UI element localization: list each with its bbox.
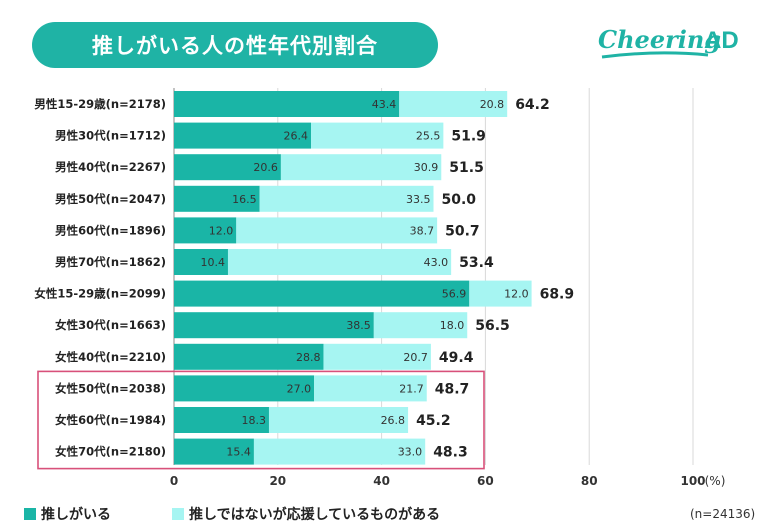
x-tick-label: 100 [680,474,705,488]
bar-series1 [174,438,254,465]
category-label: 女性50代(n=2038) [55,381,166,395]
x-tick-label: 40 [373,474,390,488]
brand-logo-suffix: AD [704,27,739,54]
category-label: 男性30代(n=1712) [55,129,166,143]
category-label: 男性70代(n=1862) [55,255,166,269]
bar-series2 [311,122,444,149]
total-label: 48.3 [433,445,468,461]
x-tick-label: 60 [477,474,494,488]
total-label: 53.4 [459,255,494,271]
brand-logo-swoosh [601,51,709,59]
bar-series1 [174,122,312,149]
data-label-series1: 27.0 [287,382,312,395]
data-label-series2: 12.0 [504,288,529,301]
data-label-series2: 18.0 [440,319,465,332]
bar-series2 [253,438,426,465]
data-label-series2: 26.8 [381,414,406,427]
x-tick-label: 0 [170,474,178,488]
bar-series2 [373,312,468,339]
data-label-series2: 33.5 [406,193,431,206]
legend-label-series2: 推しではないが応援しているものがある [189,507,441,523]
bar-series1 [174,249,228,275]
data-label-series1: 16.5 [232,193,257,206]
data-label-series1: 12.0 [209,224,234,237]
data-label-series2: 21.7 [399,382,424,395]
data-label-series2: 33.0 [398,446,423,459]
bar-series1 [174,280,470,307]
bar-series2 [314,375,427,402]
x-unit-label: (%) [705,474,726,488]
data-label-series2: 25.5 [416,130,441,143]
total-label: 49.4 [439,350,474,366]
data-label-series1: 38.5 [346,319,371,332]
bar-series1 [174,185,260,212]
bar-series2 [268,407,409,433]
bar-series1 [174,312,374,339]
data-label-series1: 15.4 [226,446,251,459]
bar-series1 [174,407,269,433]
category-label: 女性30代(n=1663) [55,318,166,332]
data-label-series1: 18.3 [241,414,266,427]
category-label: 女性70代(n=2180) [55,445,166,459]
x-tick-label: 20 [269,474,286,488]
data-label-series1: 43.4 [372,98,397,111]
data-label-series1: 26.4 [284,130,309,143]
highlight-box [37,370,485,470]
bar-series2 [399,91,508,117]
category-label: 女性15-29歳(n=2099) [34,287,166,301]
bar-series2 [259,185,434,212]
data-label-series2: 20.7 [403,351,428,364]
legend-label-series1: 推しがいる [41,507,111,523]
category-label: 女性60代(n=1984) [55,413,166,427]
total-label: 51.5 [449,160,484,176]
bar-series1 [174,154,281,181]
legend-swatch-series2 [172,508,184,520]
category-label: 男性15-29歳(n=2178) [34,97,166,111]
bar-series1 [174,217,237,244]
bar-series1 [174,91,400,117]
x-tick-label: 80 [581,474,598,488]
total-label: 64.2 [515,97,550,113]
bar-series2 [280,154,442,181]
category-label: 男性60代(n=1896) [55,223,166,237]
chart-title: 推しがいる人の性年代別割合 [32,22,438,68]
legend-item-series2: 推しではないが応援しているものがある [172,504,440,524]
category-label: 男性50代(n=2047) [55,192,166,206]
total-label: 51.9 [451,129,486,145]
brand-logo-main: Cheering [598,25,721,54]
data-label-series1: 20.6 [253,161,278,174]
bar-series2 [323,343,431,370]
data-label-series1: 28.8 [296,351,321,364]
bar-series2 [227,249,452,275]
data-label-series2: 20.8 [480,98,505,111]
data-label-series2: 43.0 [424,256,449,269]
brand-logo: Cheering AD [598,25,739,59]
data-label-series2: 38.7 [410,224,435,237]
total-label: 50.7 [445,223,480,239]
total-label: 68.9 [540,287,575,303]
total-label: 50.0 [442,192,477,208]
bar-series1 [174,375,315,402]
bar-series2 [469,280,532,307]
total-label: 56.5 [475,318,510,334]
legend-swatch-series1 [24,508,36,520]
data-label-series2: 30.9 [414,161,439,174]
category-label: 男性40代(n=2267) [55,160,166,174]
bar-series1 [174,343,324,370]
data-label-series1: 10.4 [200,256,225,269]
category-label: 女性40代(n=2210) [55,350,166,364]
total-sample-size: (n=24136) [690,507,756,521]
legend-item-series1: 推しがいる [24,504,111,524]
total-label: 48.7 [435,381,470,397]
total-label: 45.2 [416,413,451,429]
data-label-series1: 56.9 [442,288,467,301]
bar-series2 [236,217,438,244]
